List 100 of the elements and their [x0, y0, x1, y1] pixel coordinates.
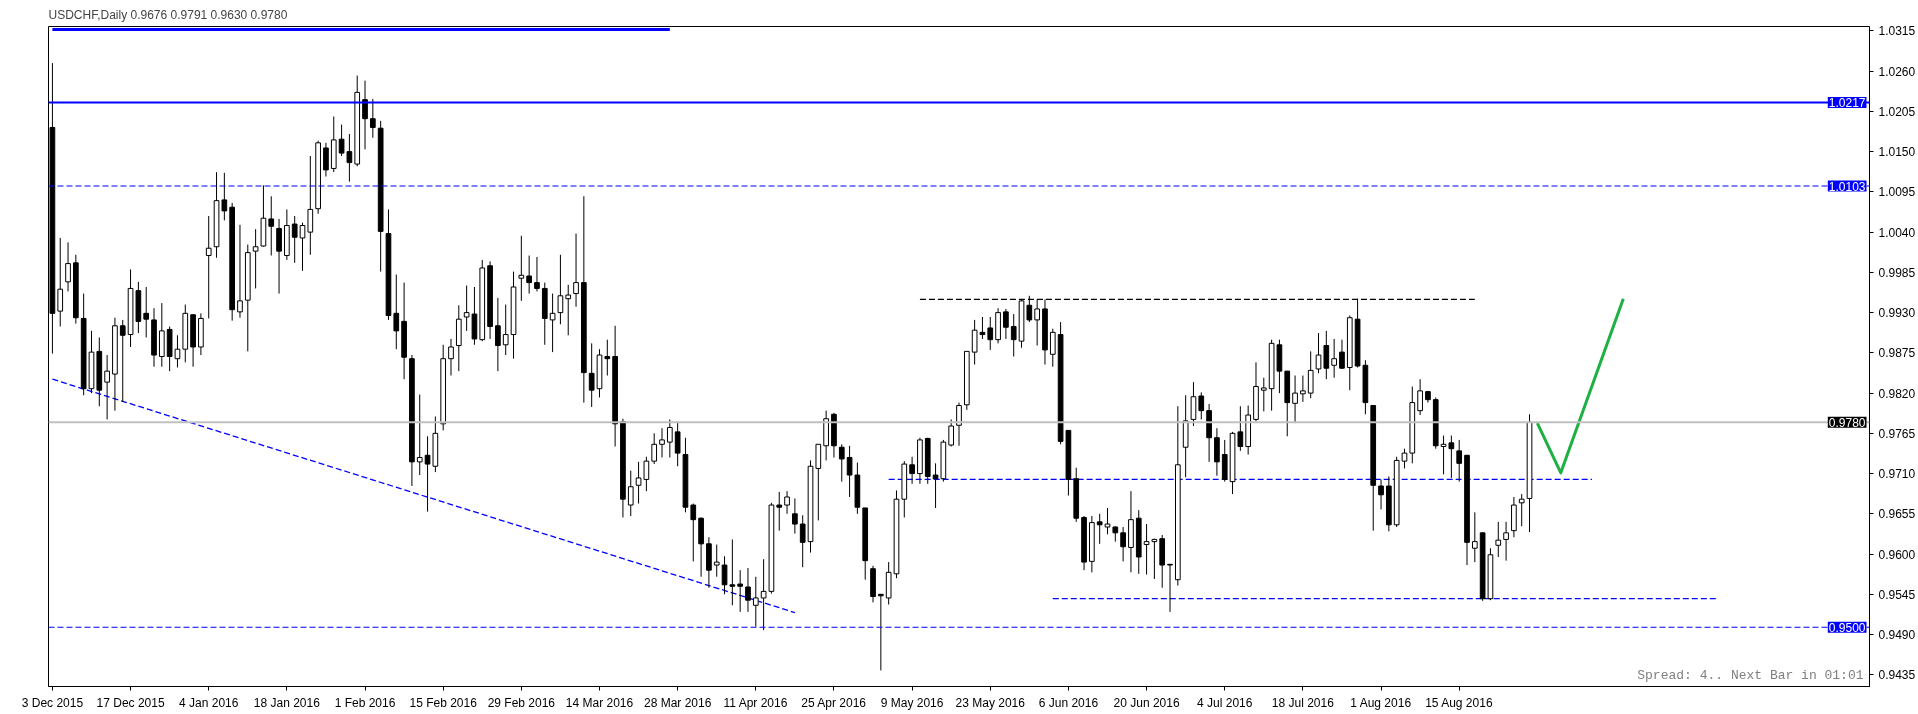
candlestick [1120, 526, 1126, 562]
candlestick [1300, 375, 1306, 403]
x-tick-label: 11 Apr 2016 [723, 695, 788, 710]
candlestick [1471, 511, 1478, 563]
x-tick-label: 28 Mar 2016 [643, 695, 712, 710]
y-tick-label: 1.0150 [1878, 145, 1916, 160]
x-tick-label: 3 Dec 2015 [21, 695, 84, 710]
x-tick-label: 6 Jun 2016 [1038, 695, 1099, 710]
candlestick [104, 354, 110, 420]
candlestick [299, 222, 306, 272]
candlestick [119, 319, 126, 403]
y-tick-label: 0.9435 [1878, 668, 1916, 683]
y-tick-label: 0.9490 [1878, 628, 1916, 643]
x-tick-label: 18 Jul 2016 [1271, 695, 1335, 710]
x-tick-label: 14 Mar 2016 [565, 695, 634, 710]
y-tick-label: 0.9655 [1878, 507, 1916, 522]
ref-line-label: 0.9780 [1828, 415, 1866, 430]
candlestick [252, 228, 259, 289]
candlestick [1378, 478, 1384, 510]
candlestick [65, 241, 71, 292]
x-tick-label: 25 Apr 2016 [801, 695, 867, 710]
candlestick [909, 456, 915, 485]
candlestick [838, 443, 845, 483]
candlestick [495, 297, 501, 372]
candlestick [666, 418, 673, 458]
ref-line-label: 0.9500 [1828, 620, 1866, 635]
candlestick [323, 142, 329, 177]
y-tick-label: 0.9820 [1878, 386, 1916, 401]
candlestick [393, 274, 400, 350]
candlestick [518, 235, 525, 302]
y-tick-label: 1.0205 [1878, 104, 1916, 119]
candlestick [502, 304, 509, 356]
candlestick [205, 215, 212, 319]
candlestick [1143, 523, 1150, 576]
ref-line-label: 1.0103 [1828, 179, 1866, 194]
candlestick [752, 576, 759, 627]
candlestick [416, 394, 423, 476]
candlestick [737, 569, 744, 613]
candlestick [549, 293, 556, 353]
candlestick [1339, 339, 1345, 370]
candlestick [534, 256, 540, 292]
y-tick-label: 0.9710 [1878, 467, 1916, 482]
candlestick [1503, 521, 1509, 562]
candlestick [448, 338, 454, 377]
candlestick [956, 402, 962, 447]
candlestick [1049, 328, 1056, 368]
candlestick [948, 418, 955, 447]
x-tick-label: 23 May 2016 [955, 695, 1026, 710]
y-tick-label: 1.0315 [1878, 24, 1916, 39]
x-tick-label: 15 Feb 2016 [409, 695, 478, 710]
x-tick-label: 4 Jul 2016 [1197, 695, 1253, 710]
x-tick-label: 15 Aug 2016 [1425, 695, 1493, 710]
candlestick [1456, 439, 1463, 483]
candlestick [674, 421, 681, 467]
candlestick [1190, 381, 1197, 427]
candlestick [565, 284, 572, 336]
candlestick [362, 80, 368, 150]
candlestick [1151, 538, 1158, 580]
candlestick [627, 470, 634, 517]
candlestick [987, 316, 994, 351]
candlestick [792, 497, 798, 535]
x-tick-label: 1 Feb 2016 [334, 695, 396, 710]
candlestick [1417, 378, 1423, 416]
candlestick [1307, 350, 1314, 399]
candlestick [729, 538, 736, 606]
candlestick [307, 155, 314, 256]
candlestick [659, 427, 665, 458]
candlestick [776, 491, 783, 532]
x-tick-label: 18 Jan 2016 [253, 695, 321, 710]
candlestick [370, 98, 376, 139]
y-tick-label: 0.9875 [1878, 346, 1916, 361]
candlestick [557, 254, 564, 325]
candlestick [1292, 375, 1298, 424]
y-tick-label: 0.9930 [1878, 306, 1916, 321]
candlestick [878, 593, 884, 671]
x-tick-label: 29 Feb 2016 [487, 695, 556, 710]
candlestick [760, 558, 767, 631]
chart-title: USDCHF,Daily 0.9676 0.9791 0.9630 0.9780 [48, 7, 288, 22]
x-tick-label: 4 Jan 2016 [179, 695, 239, 710]
candlestick [526, 255, 532, 295]
candlestick [604, 339, 611, 377]
candlestick [651, 432, 658, 465]
candlestick [1167, 563, 1173, 613]
candlestick [690, 503, 697, 562]
candlestick [1003, 308, 1009, 340]
y-tick-label: 1.0040 [1878, 225, 1916, 240]
candlestick [846, 445, 853, 498]
candlestick [276, 218, 282, 295]
x-tick-label: 1 Aug 2016 [1350, 695, 1412, 710]
candlestick [1010, 313, 1017, 357]
y-tick-label: 0.9545 [1878, 587, 1916, 602]
candlestick [143, 286, 150, 338]
candlestick [1518, 493, 1525, 527]
candlestick [1198, 391, 1205, 420]
candlestick [291, 215, 298, 264]
x-tick-label: 17 Dec 2015 [96, 695, 165, 710]
candlestick [713, 544, 720, 578]
candlestick [1260, 377, 1267, 412]
candlestick [237, 224, 243, 319]
candlestick [1495, 521, 1502, 558]
